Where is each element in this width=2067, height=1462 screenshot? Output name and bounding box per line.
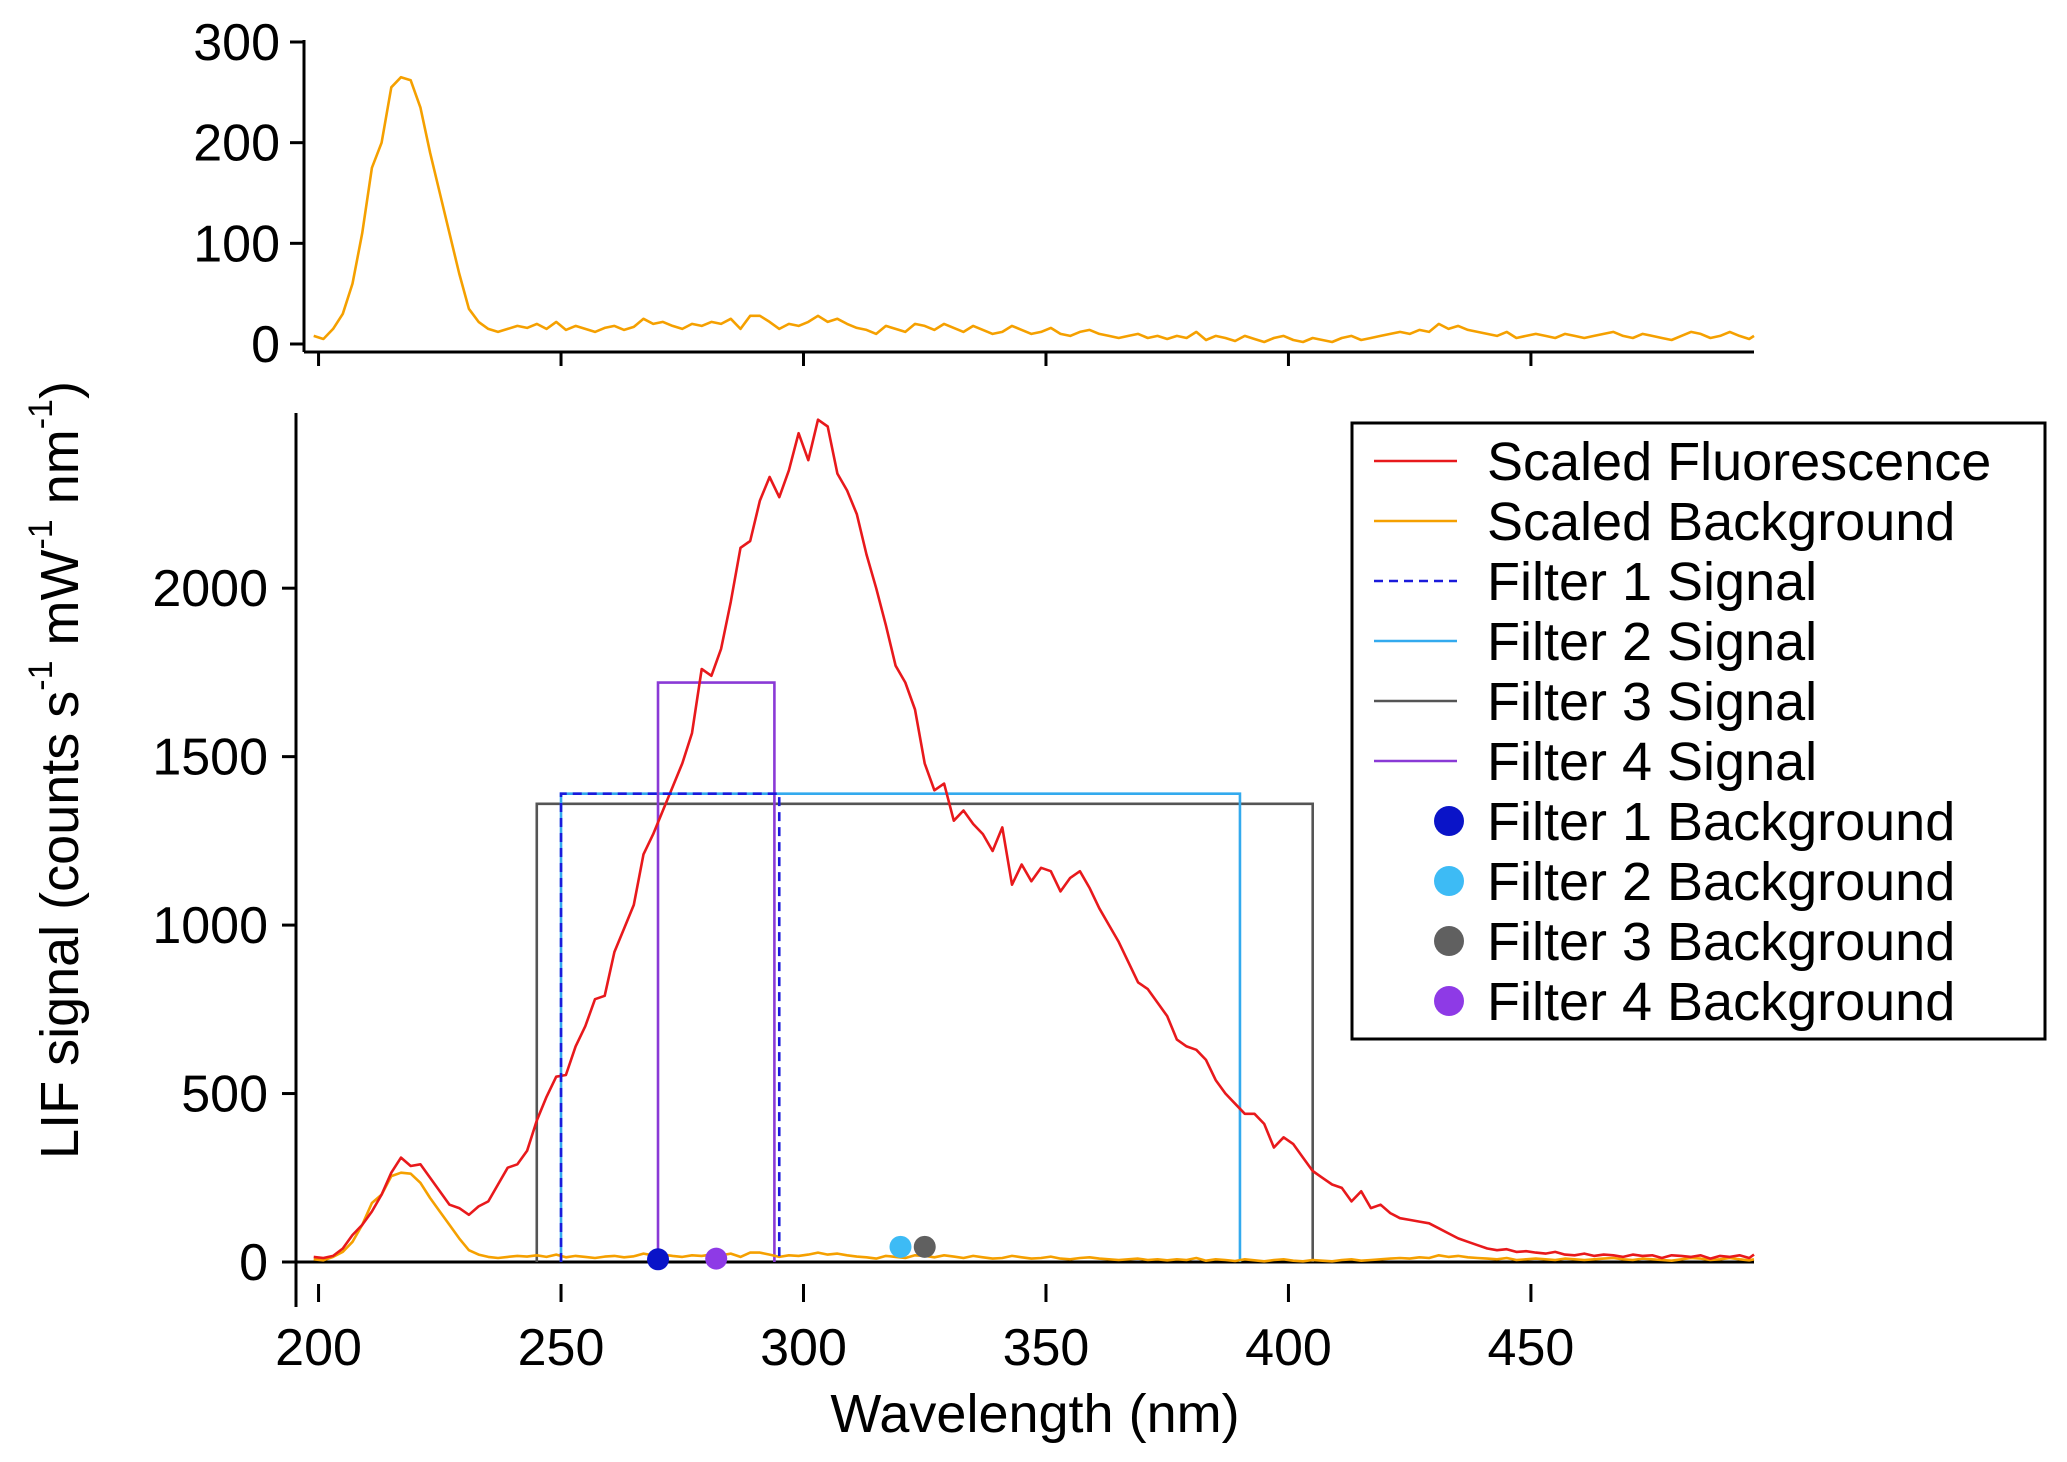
background-line [313, 1171, 1755, 1263]
bg3-marker [913, 1235, 936, 1258]
x-tick-label: 400 [1245, 1319, 1332, 1377]
legend-label: Filter 3 Background [1487, 912, 1955, 972]
top-panel-axes: 0 100 200 300 [193, 14, 1754, 374]
bottom-y-tick-label: 1000 [152, 897, 268, 955]
bottom-panel-plot-area [313, 418, 1755, 1271]
y-axis-title-part: LIF signal (counts s [30, 691, 90, 1159]
filter1-box [559, 792, 781, 1262]
legend-swatch-marker [1434, 986, 1464, 1016]
fluorescence-line [313, 418, 1755, 1260]
top-y-tick-label: 0 [251, 316, 280, 374]
legend-label: Filter 3 Signal [1487, 672, 1817, 732]
legend-label: Filter 2 Background [1487, 852, 1955, 912]
legend-label: Filter 1 Signal [1487, 552, 1817, 612]
filter4-box [656, 681, 776, 1262]
y-axis-title-part: ) [30, 381, 90, 399]
x-tick-label: 200 [275, 1319, 362, 1377]
y-axis-title: LIF signal (counts s-1​ mW-1​ nm-1​) [22, 381, 90, 1159]
legend-label: Filter 2 Signal [1487, 612, 1817, 672]
top-y-tick-label: 200 [193, 115, 280, 173]
legend-label: Filter 4 Signal [1487, 732, 1817, 792]
legend-label: Scaled Fluorescence [1487, 432, 1991, 492]
bottom-panel-axes: 0 500 1000 1500 2000 200 250 300 350 400 450 [152, 413, 1754, 1377]
x-tick-label: 450 [1488, 1319, 1575, 1377]
bottom-panel: 0 500 1000 1500 2000 200 250 300 350 400 450 [152, 413, 1755, 1377]
legend-label: Scaled Background [1487, 492, 1955, 552]
legend-swatch-marker [1434, 806, 1464, 836]
y-axis-title-superscript: -1 [22, 661, 60, 691]
filter3-box [535, 802, 1314, 1262]
bottom-y-tick-label: 1500 [152, 729, 268, 787]
bottom-y-tick-label: 500 [181, 1066, 268, 1124]
bg4-marker [705, 1247, 728, 1270]
filter2-box [559, 792, 1242, 1262]
legend-swatch-marker [1434, 866, 1464, 896]
top-panel: 0 100 200 300 [193, 14, 1755, 374]
y-axis-title-part: mW [30, 550, 90, 661]
top-panel-plot-area [313, 75, 1755, 344]
y-axis-title-part: nm [30, 429, 90, 519]
bottom-y-tick-label: 0 [239, 1234, 268, 1292]
legend-box [1350, 421, 2047, 1041]
top-y-tick-label: 100 [193, 215, 280, 273]
x-tick-label: 350 [1003, 1319, 1090, 1377]
top-background-line [313, 75, 1755, 344]
x-tick-label: 300 [760, 1319, 847, 1377]
x-tick-label: 250 [518, 1319, 605, 1377]
y-axis-title-superscript: -1 [22, 519, 60, 549]
bg1-marker [647, 1248, 670, 1271]
legend-swatch-marker [1434, 926, 1464, 956]
top-y-tick-label: 300 [193, 14, 280, 72]
legend-label: Filter 4 Background [1487, 972, 1955, 1032]
bottom-y-tick-label: 2000 [152, 560, 268, 618]
legend-label: Filter 1 Background [1487, 792, 1955, 852]
x-axis-title: Wavelength (nm) [830, 1384, 1239, 1444]
bg2-marker [889, 1235, 912, 1258]
y-axis-title-superscript: -1 [22, 399, 60, 429]
